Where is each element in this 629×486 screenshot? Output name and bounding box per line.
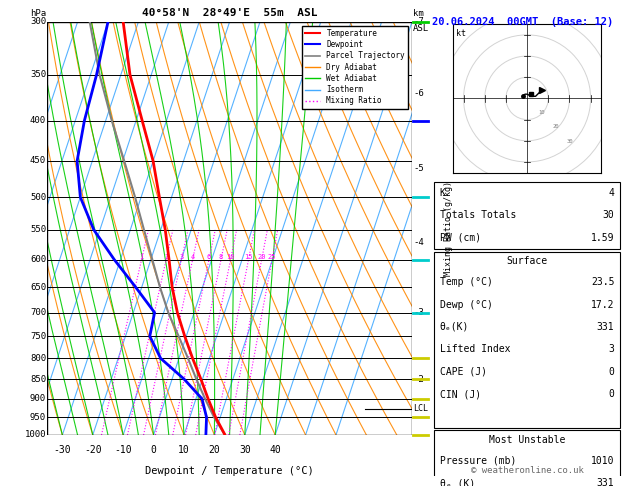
Text: -2: -2 bbox=[413, 375, 424, 384]
Text: 8: 8 bbox=[219, 254, 223, 260]
Text: 1.59: 1.59 bbox=[591, 233, 615, 243]
Text: 20: 20 bbox=[208, 445, 220, 455]
Text: 1000: 1000 bbox=[25, 431, 46, 439]
Text: 0: 0 bbox=[609, 389, 615, 399]
Text: Dewpoint / Temperature (°C): Dewpoint / Temperature (°C) bbox=[145, 466, 314, 476]
Bar bbox=[434, 430, 620, 486]
Text: CIN (J): CIN (J) bbox=[440, 389, 481, 399]
Text: Dewp (°C): Dewp (°C) bbox=[440, 299, 493, 310]
Text: 10: 10 bbox=[538, 110, 545, 115]
Text: 3: 3 bbox=[179, 254, 184, 260]
Text: K: K bbox=[440, 188, 445, 198]
Text: -5: -5 bbox=[413, 164, 424, 173]
Text: Surface: Surface bbox=[506, 256, 548, 266]
Text: 331: 331 bbox=[597, 478, 615, 486]
Text: -30: -30 bbox=[53, 445, 71, 455]
Text: © weatheronline.co.uk: © weatheronline.co.uk bbox=[470, 466, 584, 475]
Text: 30: 30 bbox=[603, 210, 615, 221]
Text: 650: 650 bbox=[30, 283, 46, 292]
Text: 1010: 1010 bbox=[591, 456, 615, 466]
Text: 4: 4 bbox=[609, 188, 615, 198]
Text: -3: -3 bbox=[413, 308, 424, 317]
Text: 2: 2 bbox=[164, 254, 169, 260]
Text: 4: 4 bbox=[191, 254, 195, 260]
Text: 700: 700 bbox=[30, 308, 46, 317]
Text: PW (cm): PW (cm) bbox=[440, 233, 481, 243]
Text: 350: 350 bbox=[30, 70, 46, 79]
Bar bbox=[434, 182, 620, 249]
Text: 20: 20 bbox=[257, 254, 266, 260]
Text: 25: 25 bbox=[268, 254, 276, 260]
Text: 6: 6 bbox=[207, 254, 211, 260]
Text: Totals Totals: Totals Totals bbox=[440, 210, 516, 221]
Text: 17.2: 17.2 bbox=[591, 299, 615, 310]
Text: 0: 0 bbox=[609, 367, 615, 377]
Text: 950: 950 bbox=[30, 413, 46, 422]
Text: θₑ(K): θₑ(K) bbox=[440, 322, 469, 332]
Text: 0: 0 bbox=[150, 445, 157, 455]
Text: 40°58'N  28°49'E  55m  ASL: 40°58'N 28°49'E 55m ASL bbox=[142, 8, 318, 17]
Text: hPa: hPa bbox=[30, 9, 46, 17]
Text: 800: 800 bbox=[30, 354, 46, 363]
Text: 500: 500 bbox=[30, 192, 46, 202]
Text: 30: 30 bbox=[239, 445, 251, 455]
Text: 20.06.2024  00GMT  (Base: 12): 20.06.2024 00GMT (Base: 12) bbox=[432, 17, 613, 27]
Text: 10: 10 bbox=[178, 445, 190, 455]
Text: 30: 30 bbox=[567, 139, 573, 143]
Text: -10: -10 bbox=[114, 445, 132, 455]
Text: 10: 10 bbox=[226, 254, 235, 260]
Text: 23.5: 23.5 bbox=[591, 277, 615, 287]
Text: Most Unstable: Most Unstable bbox=[489, 435, 565, 445]
Text: Temp (°C): Temp (°C) bbox=[440, 277, 493, 287]
Text: 331: 331 bbox=[597, 322, 615, 332]
Text: Mixing Ratio (g/kg): Mixing Ratio (g/kg) bbox=[444, 181, 453, 276]
Text: km: km bbox=[413, 9, 424, 17]
Legend: Temperature, Dewpoint, Parcel Trajectory, Dry Adiabat, Wet Adiabat, Isotherm, Mi: Temperature, Dewpoint, Parcel Trajectory… bbox=[302, 26, 408, 108]
Text: 1: 1 bbox=[140, 254, 143, 260]
Text: -7: -7 bbox=[413, 17, 424, 26]
Bar bbox=[434, 252, 620, 428]
Text: 600: 600 bbox=[30, 255, 46, 264]
Text: 20: 20 bbox=[552, 124, 559, 129]
Text: 15: 15 bbox=[244, 254, 253, 260]
Text: LCL: LCL bbox=[413, 404, 428, 414]
Text: 300: 300 bbox=[30, 17, 46, 26]
Text: -20: -20 bbox=[84, 445, 102, 455]
Text: 900: 900 bbox=[30, 394, 46, 403]
Text: CAPE (J): CAPE (J) bbox=[440, 367, 487, 377]
Text: 850: 850 bbox=[30, 375, 46, 384]
Text: Pressure (mb): Pressure (mb) bbox=[440, 456, 516, 466]
Text: -6: -6 bbox=[413, 89, 424, 98]
Text: Lifted Index: Lifted Index bbox=[440, 345, 510, 354]
Text: 550: 550 bbox=[30, 226, 46, 234]
Text: kt: kt bbox=[456, 29, 466, 38]
Text: 450: 450 bbox=[30, 156, 46, 166]
Text: 3: 3 bbox=[609, 345, 615, 354]
Text: 750: 750 bbox=[30, 332, 46, 341]
Text: -4: -4 bbox=[413, 238, 424, 246]
Text: 40: 40 bbox=[269, 445, 281, 455]
Text: θₑ (K): θₑ (K) bbox=[440, 478, 475, 486]
Text: ASL: ASL bbox=[413, 24, 429, 33]
Text: 400: 400 bbox=[30, 116, 46, 125]
